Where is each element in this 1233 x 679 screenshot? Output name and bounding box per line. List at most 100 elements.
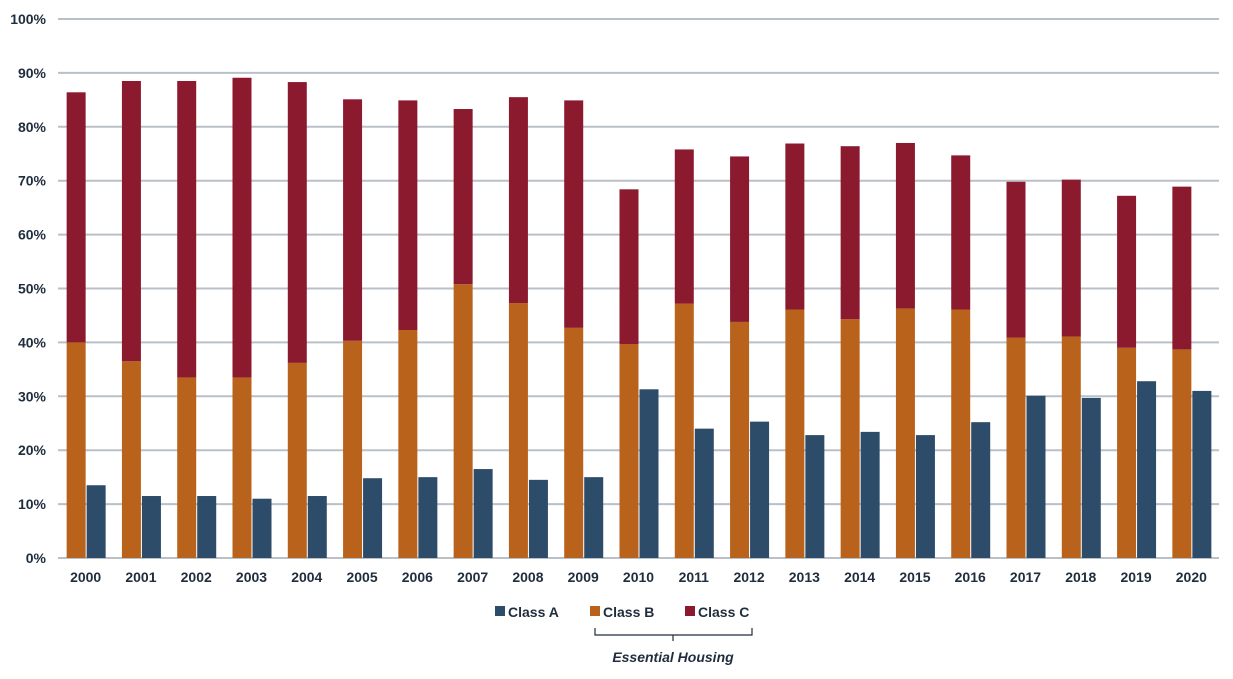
bar-class-c: [1117, 195, 1137, 348]
bar-class-b: [121, 361, 141, 558]
x-tick-label: 2014: [844, 569, 875, 585]
y-tick-label: 50%: [18, 281, 47, 297]
bar-class-c: [1006, 181, 1026, 338]
x-tick-label: 2001: [125, 569, 156, 585]
y-tick-label: 60%: [18, 227, 47, 243]
x-tick-label: 2011: [679, 569, 710, 585]
bar-class-b: [619, 344, 639, 558]
bar-class-c: [951, 155, 971, 310]
bar-class-a: [639, 389, 659, 558]
bar-class-b: [840, 319, 860, 558]
bar-class-a: [528, 479, 548, 558]
bar-class-c: [674, 149, 694, 304]
bar-class-c: [508, 97, 528, 304]
bar-class-a: [473, 469, 493, 558]
bar-class-a: [971, 422, 991, 558]
y-tick-label: 100%: [10, 11, 46, 27]
bar-class-a: [86, 485, 106, 558]
bar-class-a: [252, 498, 272, 558]
x-tick-label: 2006: [402, 569, 433, 585]
bar-class-a: [418, 477, 438, 558]
y-tick-label: 90%: [18, 65, 47, 81]
bar-class-b: [508, 303, 528, 558]
y-tick-label: 30%: [18, 388, 47, 404]
bar-class-b: [1172, 349, 1192, 558]
legend-swatch: [685, 606, 695, 616]
bar-class-b: [177, 377, 197, 558]
legend-label: Class B: [603, 604, 654, 620]
bar-class-c: [895, 142, 915, 309]
y-tick-label: 40%: [18, 334, 47, 350]
x-axis-ticks: 2000 2001 2002 2003 2004 2005 2006 2007 2008 2009…: [70, 569, 1207, 585]
x-tick-label: 2010: [623, 569, 654, 585]
bar-class-c: [287, 82, 307, 363]
y-tick-label: 0%: [26, 550, 47, 566]
bar-class-b: [1061, 336, 1081, 558]
bar-class-a: [1026, 395, 1046, 558]
bar-class-c: [730, 156, 750, 322]
x-tick-label: 2000: [70, 569, 101, 585]
bar-class-c: [1172, 186, 1192, 350]
bar-class-a: [584, 477, 604, 558]
y-tick-label: 70%: [18, 173, 47, 189]
bar-class-a: [1192, 390, 1212, 558]
bar-class-b: [66, 342, 86, 558]
bar-class-a: [197, 496, 217, 558]
x-tick-label: 2020: [1176, 569, 1207, 585]
x-tick-label: 2002: [181, 569, 212, 585]
x-tick-label: 2009: [568, 569, 599, 585]
bar-class-b: [453, 284, 473, 558]
bar-class-c: [564, 100, 584, 328]
essential-housing-label: Essential Housing: [612, 649, 734, 665]
bar-class-b: [674, 303, 694, 558]
bar-class-c: [1061, 179, 1081, 337]
x-tick-label: 2013: [789, 569, 820, 585]
bar-class-c: [840, 146, 860, 320]
bar-class-b: [343, 340, 363, 558]
x-tick-label: 2005: [346, 569, 377, 585]
bar-class-b: [232, 377, 252, 558]
bar-class-c: [398, 100, 418, 331]
bar-class-a: [750, 421, 770, 558]
x-tick-label: 2016: [955, 569, 986, 585]
bar-class-b: [951, 309, 971, 558]
x-tick-label: 2004: [291, 569, 322, 585]
bar-class-a: [1137, 381, 1157, 558]
bar-class-b: [785, 309, 805, 558]
bars: [66, 77, 1212, 558]
bar-class-a: [141, 496, 161, 558]
bar-class-a: [307, 496, 327, 558]
bar-class-c: [66, 92, 86, 343]
bar-class-a: [694, 428, 714, 558]
x-tick-label: 2017: [1010, 569, 1041, 585]
y-tick-label: 80%: [18, 119, 47, 135]
bar-class-b: [730, 321, 750, 558]
x-tick-label: 2012: [733, 569, 764, 585]
x-tick-label: 2015: [899, 569, 930, 585]
legend-label: Class C: [698, 604, 749, 620]
x-tick-label: 2019: [1120, 569, 1151, 585]
bar-class-c: [619, 189, 639, 345]
bar-class-b: [287, 362, 307, 558]
bar-class-a: [805, 435, 825, 558]
x-tick-label: 2007: [457, 569, 488, 585]
bar-class-c: [121, 80, 141, 362]
bar-class-b: [1006, 337, 1026, 558]
y-tick-label: 10%: [18, 496, 47, 512]
legend-swatch: [495, 606, 505, 616]
bar-class-b: [895, 308, 915, 558]
legend-swatch: [590, 606, 600, 616]
x-tick-label: 2003: [236, 569, 267, 585]
bar-class-c: [343, 99, 363, 341]
bar-class-b: [564, 327, 584, 558]
bar-class-c: [232, 77, 252, 378]
bar-class-b: [1117, 347, 1137, 558]
essential-housing-bracket: [594, 628, 753, 641]
bar-class-a: [363, 478, 383, 558]
bar-class-a: [1081, 397, 1101, 558]
bar-class-c: [785, 143, 805, 310]
bar-class-b: [398, 330, 418, 558]
x-tick-label: 2018: [1065, 569, 1096, 585]
bar-class-a: [860, 431, 880, 558]
